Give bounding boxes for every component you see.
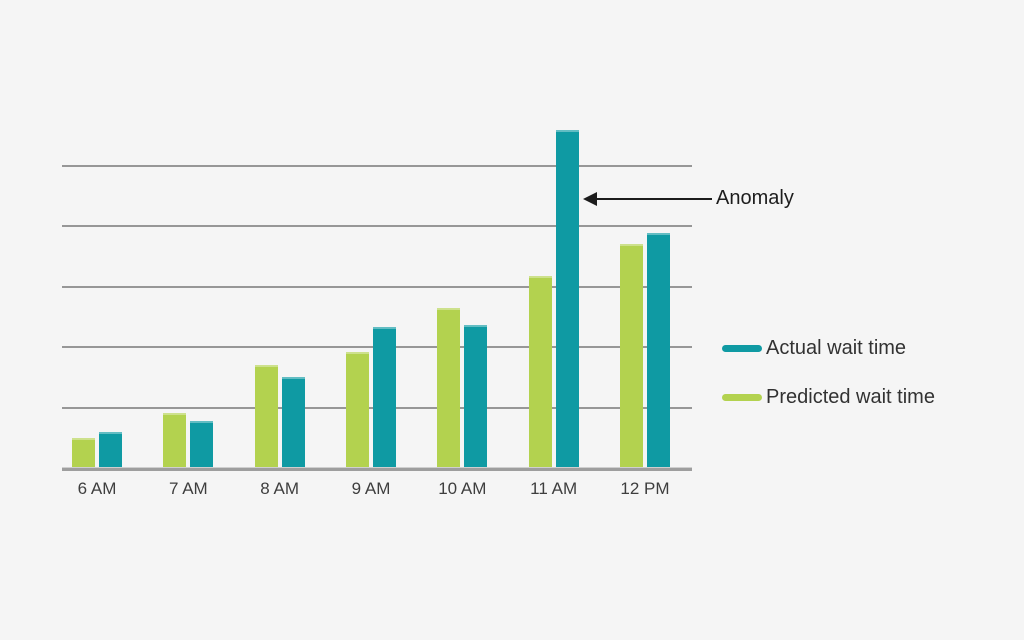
legend: Actual wait time Predicted wait time	[722, 334, 935, 432]
x-axis-label: 6 AM	[77, 479, 117, 498]
bar-group-9-am: 9 AM	[345, 120, 396, 498]
bar-group-8-am: 8 AM	[254, 120, 305, 498]
legend-item-actual-wait-time: Actual wait time	[722, 334, 935, 362]
bar-group-7-am: 7 AM	[163, 120, 214, 498]
bar-predicted-12-pm	[619, 244, 643, 468]
bar-actual-9-am	[372, 327, 396, 468]
anomaly-arrow-line	[596, 198, 712, 200]
x-axis-label: 12 PM	[620, 479, 670, 498]
gridline	[62, 225, 692, 227]
x-axis-label: 9 AM	[351, 479, 391, 498]
x-axis-line	[62, 467, 692, 471]
bar-predicted-8-am	[254, 365, 278, 468]
x-axis-label: 7 AM	[168, 479, 208, 498]
bar-actual-6-am	[99, 431, 122, 468]
legend-label-predicted: Predicted wait time	[766, 385, 935, 408]
bar-actual-11-am	[555, 129, 579, 468]
gridline	[62, 164, 692, 167]
bar-predicted-9-am	[345, 351, 369, 468]
bar-actual-8-am	[281, 377, 305, 468]
legend-label-actual: Actual wait time	[766, 336, 907, 359]
legend-swatch-actual-icon	[722, 344, 762, 352]
bar-actual-12-pm	[646, 233, 670, 468]
bar-group-10-am: 10 AM	[437, 120, 488, 498]
x-axis-label: 10 AM	[438, 479, 487, 498]
plot-area: 6 AM 7 AM 8 AM 9 AM 10 AM 11 AM 12 PM	[62, 120, 692, 498]
anomaly-arrow-head-icon	[583, 192, 597, 206]
bar-predicted-11-am	[528, 276, 552, 468]
bar-predicted-10-am	[437, 308, 461, 468]
bar-group-11-am: 11 AM	[528, 120, 579, 498]
x-axis-label: 8 AM	[260, 479, 300, 498]
x-axis-label: 11 AM	[530, 479, 578, 498]
bar-group-12-pm: 12 PM	[619, 120, 670, 498]
legend-item-predicted-wait-time: Predicted wait time	[722, 383, 935, 411]
bar-predicted-7-am	[163, 412, 187, 468]
bar-actual-10-am	[464, 325, 488, 468]
legend-swatch-predicted-icon	[722, 393, 762, 401]
gridline	[62, 285, 692, 288]
bar-predicted-6-am	[72, 437, 95, 468]
bar-group-6-am: 6 AM	[72, 120, 122, 498]
anomaly-annotation-label: Anomaly	[716, 187, 794, 209]
bar-actual-7-am	[190, 420, 214, 468]
